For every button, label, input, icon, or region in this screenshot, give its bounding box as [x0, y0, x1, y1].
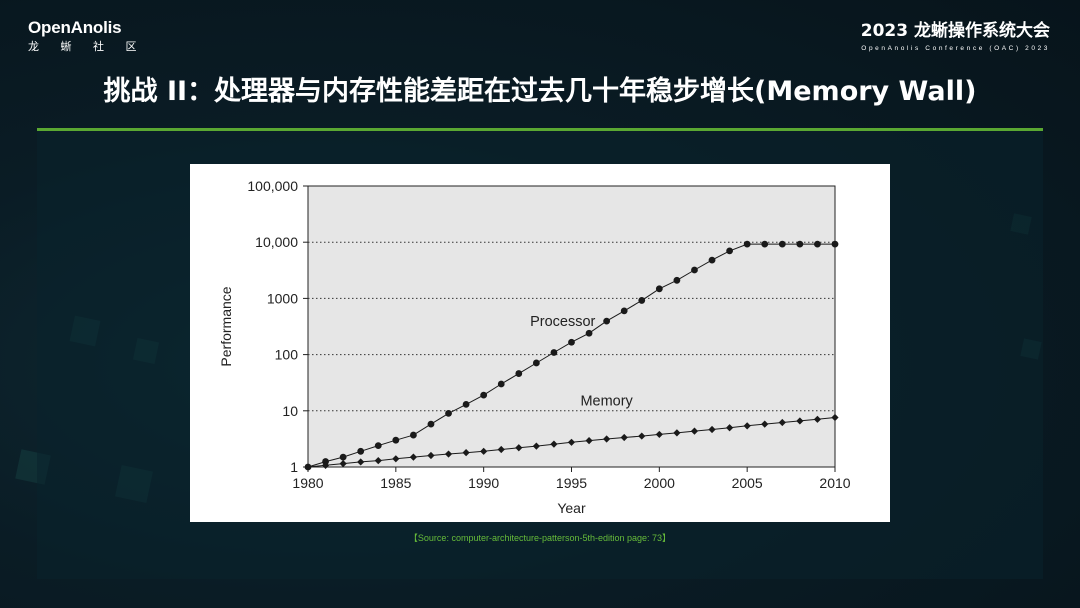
x-tick-label: 1985 — [380, 475, 411, 491]
memory-point — [673, 429, 681, 437]
memory-point — [743, 422, 751, 430]
processor-point — [427, 420, 435, 428]
memory-point — [550, 440, 558, 448]
memory-point — [497, 445, 505, 454]
processor-series-label: Processor — [530, 314, 595, 330]
memory-point — [480, 447, 488, 455]
processor-point — [620, 307, 628, 315]
y-tick-label: 10 — [282, 403, 298, 419]
memory-point — [708, 425, 716, 434]
memory-point — [374, 456, 382, 465]
conference-title: 2023 龙蜥操作系统大会 — [860, 21, 1050, 41]
processor-point — [532, 359, 540, 367]
processor-point — [339, 453, 347, 461]
memory-point — [357, 458, 365, 466]
processor-point — [462, 400, 470, 408]
processor-point — [515, 370, 523, 377]
x-tick-label: 1990 — [468, 475, 499, 491]
memory-point — [304, 463, 312, 471]
processor-point — [726, 247, 733, 255]
memory-point — [532, 442, 540, 450]
memory-point — [515, 444, 523, 452]
conference-subtitle: OpenAnolis Conference (OAC) 2023 — [861, 45, 1050, 52]
memory-point — [339, 459, 347, 468]
processor-point — [357, 447, 365, 455]
x-tick-label: 2010 — [819, 475, 850, 491]
memory-point — [427, 451, 435, 460]
memory-point — [726, 424, 734, 432]
y-axis-label: Performance — [218, 286, 234, 366]
y-tick-label: 1000 — [267, 290, 298, 306]
processor-point — [743, 240, 751, 248]
x-tick-label: 2005 — [732, 475, 763, 491]
processor-point — [585, 329, 593, 337]
processor-point — [480, 391, 488, 399]
slide-title: 挑战 II：处理器与内存性能差距在过去几十年稳步增长(Memory Wall) — [103, 76, 977, 107]
processor-point — [410, 431, 417, 439]
processor-point — [796, 240, 804, 248]
processor-point — [655, 285, 663, 293]
memory-point — [603, 435, 611, 443]
brand-subtitle: 龙 蜥 社 区 — [28, 40, 146, 53]
memory-point — [690, 427, 699, 435]
chart-card: 1 10 100 1000 10,000 100,000 1980 1985 1990 1995 2… — [190, 164, 890, 522]
y-tick-label: 100,000 — [247, 178, 298, 194]
y-tick-label: 100 — [275, 347, 299, 363]
processor-point — [761, 240, 769, 248]
x-axis-label: Year — [557, 500, 586, 516]
memory-point — [620, 433, 628, 442]
x-tick-label: 1995 — [556, 475, 587, 491]
processor-point — [603, 317, 611, 325]
y-tick-label: 1 — [290, 459, 298, 475]
memory-point — [813, 415, 822, 423]
title-divider — [37, 128, 1043, 131]
processor-point — [691, 266, 698, 274]
processor-point — [831, 240, 839, 248]
memory-point — [778, 418, 786, 427]
memory-point — [761, 420, 769, 428]
memory-point — [462, 449, 470, 457]
source-citation: 【Source: computer-architecture-patterson… — [408, 533, 672, 543]
processor-point — [708, 256, 716, 264]
processor-point — [445, 409, 452, 417]
processor-point — [550, 349, 558, 356]
processor-point — [322, 458, 329, 465]
brand-logo: OpenAnolis 龙 蜥 社 区 — [28, 18, 146, 55]
processor-point — [497, 380, 505, 388]
memory-point — [796, 417, 804, 425]
processor-point — [673, 276, 681, 284]
x-tick-label: 1980 — [292, 475, 323, 491]
memory-series-label: Memory — [580, 393, 633, 409]
memory-point — [409, 453, 417, 461]
y-tick-label: 10,000 — [255, 234, 298, 250]
conference-header: 2023 龙蜥操作系统大会 OpenAnolis Conference (OAC… — [861, 20, 1050, 54]
processor-point — [814, 240, 821, 248]
memory-point — [655, 430, 663, 439]
memory-point — [638, 432, 646, 440]
processor-point — [392, 436, 400, 444]
brand-name: OpenAnolis — [28, 18, 122, 37]
plot-area — [307, 185, 836, 468]
processor-point — [638, 297, 646, 304]
x-tick-label: 2000 — [644, 475, 675, 491]
processor-point — [778, 240, 786, 248]
processor-point — [374, 442, 382, 450]
memory-point — [567, 438, 576, 446]
performance-chart: 1 10 100 1000 10,000 100,000 1980 1985 1990 1995 2… — [218, 178, 851, 516]
memory-point — [444, 450, 453, 458]
processor-point — [568, 338, 575, 346]
memory-point — [585, 436, 593, 445]
